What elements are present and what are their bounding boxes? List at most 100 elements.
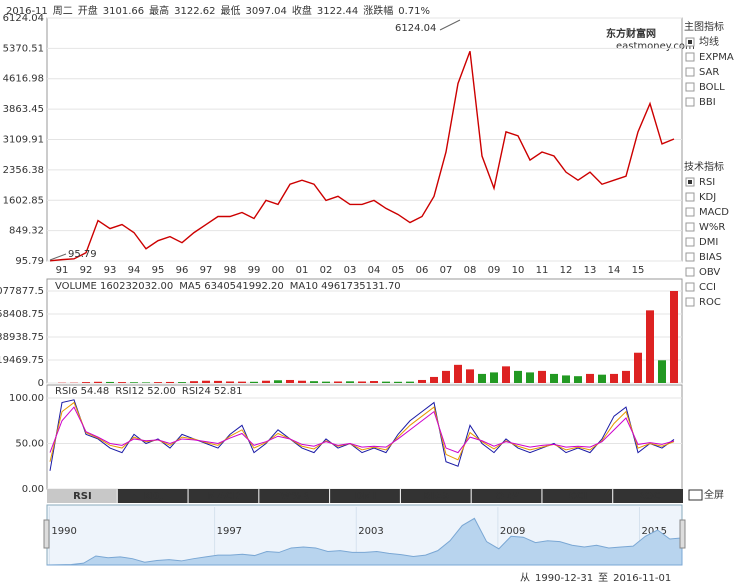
y-tick-label: 4616.98	[3, 74, 44, 85]
tab[interactable]	[542, 489, 613, 503]
nav-tick-label: 2003	[358, 526, 383, 537]
tab-label[interactable]: RSI	[73, 491, 92, 502]
legend-item: MA10 4961735131.70	[290, 281, 401, 292]
footer-text: 1990-12-31	[535, 573, 593, 584]
volume-bar	[274, 380, 282, 383]
nav-handle[interactable]	[43, 519, 50, 549]
tab-label[interactable]: BIAS	[423, 491, 449, 502]
option-label[interactable]: 均线	[699, 35, 719, 48]
option-label[interactable]: CCI	[699, 282, 716, 293]
x-tick-label: 98	[224, 265, 237, 276]
x-tick-label: 01	[296, 265, 309, 276]
fullscreen-label[interactable]: 全屏	[704, 488, 724, 501]
volume-bar	[358, 381, 366, 383]
option-label[interactable]: OBV	[699, 267, 720, 278]
x-tick-label: 14	[608, 265, 621, 276]
volume-bar	[190, 381, 198, 383]
volume-bar	[430, 376, 438, 383]
tab[interactable]	[117, 489, 188, 503]
x-tick-label: 08	[464, 265, 477, 276]
annotation: 95.79	[68, 249, 97, 260]
checkbox[interactable]	[685, 237, 695, 247]
volume-bar	[454, 364, 462, 383]
tab-label[interactable]: OBV	[495, 491, 519, 502]
x-tick-label: 99	[248, 265, 261, 276]
checkbox[interactable]	[685, 67, 695, 77]
option-label[interactable]: RSI	[699, 177, 715, 188]
tab-label[interactable]: ROC	[637, 491, 661, 502]
tab[interactable]	[471, 489, 542, 503]
checkbox[interactable]	[685, 207, 695, 217]
legend-value: 52.81	[214, 386, 243, 397]
checkbox[interactable]	[685, 282, 695, 292]
tab-label[interactable]: DMI	[355, 491, 377, 502]
nav-handle[interactable]	[679, 519, 686, 549]
checkbox-check	[688, 180, 692, 184]
option-label[interactable]: BBI	[699, 97, 716, 108]
panel-title: 技术指标	[684, 160, 724, 173]
checkbox[interactable]	[685, 97, 695, 107]
volume-bar	[322, 381, 330, 383]
y-tick-label: 0	[38, 378, 44, 389]
tab[interactable]	[188, 489, 259, 503]
option-label[interactable]: EXPMA	[699, 52, 734, 63]
volume-bar	[250, 381, 258, 383]
option-label[interactable]: W%R	[699, 222, 725, 233]
x-tick-label: 05	[392, 265, 405, 276]
x-tick-label: 06	[416, 265, 429, 276]
checkbox[interactable]	[685, 82, 695, 92]
volume-bar	[406, 381, 414, 383]
volume-bar	[622, 370, 630, 383]
header-item: 3097.04	[246, 6, 287, 17]
volume-bar	[298, 380, 306, 383]
volume-bar	[562, 375, 570, 383]
tab[interactable]	[330, 489, 400, 503]
y-tick-label: 3109.91	[3, 135, 44, 146]
tab[interactable]	[259, 489, 330, 503]
x-tick-label: 97	[200, 265, 213, 276]
volume-bar	[106, 381, 114, 383]
volume-bar	[382, 381, 390, 383]
y-tick-label: 100.00	[9, 393, 44, 404]
tab-label[interactable]: KDJ	[143, 491, 163, 502]
checkbox[interactable]	[685, 297, 695, 307]
volume-bar	[658, 360, 666, 383]
header-item: 3122.62	[174, 6, 215, 17]
volume-bar	[334, 381, 342, 383]
checkbox[interactable]	[685, 267, 695, 277]
header-item: 2016-11	[6, 6, 48, 17]
x-tick-label: 09	[488, 265, 501, 276]
volume-bar	[442, 370, 450, 383]
tab[interactable]	[47, 489, 117, 503]
checkbox[interactable]	[685, 252, 695, 262]
option-label[interactable]: DMI	[699, 237, 718, 248]
x-tick-label: 94	[128, 265, 141, 276]
y-tick-label: 50.00	[15, 439, 44, 450]
fullscreen-icon[interactable]	[688, 489, 703, 501]
tab-label[interactable]: W%R	[280, 491, 309, 502]
option-label[interactable]: KDJ	[699, 192, 716, 203]
tab-label[interactable]: CCI	[569, 491, 587, 502]
tab-label[interactable]: MACD	[207, 491, 240, 502]
y-tick-label: 95.79	[15, 256, 44, 267]
y-tick-label: 2356.38	[3, 165, 44, 176]
checkbox[interactable]	[685, 222, 695, 232]
option-label[interactable]: MACD	[699, 207, 729, 218]
volume-bar	[310, 381, 318, 383]
option-label[interactable]: ROC	[699, 297, 721, 308]
nav-tick-label: 2009	[500, 526, 525, 537]
annotation-leader	[439, 19, 461, 31]
tab[interactable]	[613, 489, 683, 503]
tab[interactable]	[400, 489, 471, 503]
volume-bar	[226, 381, 234, 383]
legend-value: 54.48	[81, 386, 110, 397]
option-label[interactable]: SAR	[699, 67, 719, 78]
header-item: 3122.44	[317, 6, 358, 17]
checkbox[interactable]	[685, 52, 695, 62]
option-label[interactable]: BOLL	[699, 82, 725, 93]
checkbox[interactable]	[685, 192, 695, 202]
header-item: 最高	[149, 4, 169, 17]
option-label[interactable]: BIAS	[699, 252, 722, 263]
y-tick-label: 6124.04	[3, 13, 44, 24]
